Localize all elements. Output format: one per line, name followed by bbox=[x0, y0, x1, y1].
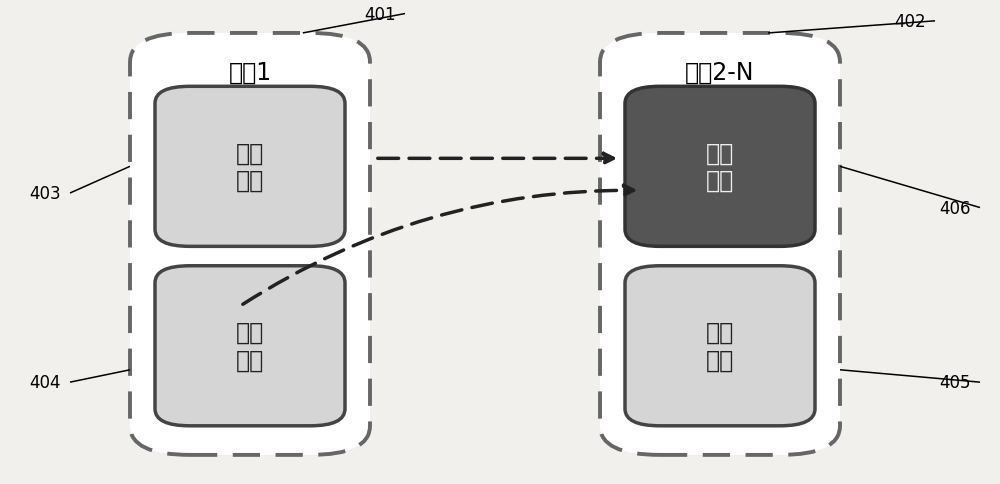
Text: 端口2-N: 端口2-N bbox=[685, 60, 755, 85]
FancyBboxPatch shape bbox=[155, 87, 345, 247]
Text: 403: 403 bbox=[29, 184, 61, 203]
Text: 406: 406 bbox=[939, 199, 971, 217]
Text: 401: 401 bbox=[364, 5, 396, 24]
Text: 传输
误差: 传输 误差 bbox=[236, 320, 264, 372]
FancyBboxPatch shape bbox=[130, 34, 370, 455]
Text: 402: 402 bbox=[894, 13, 926, 31]
FancyBboxPatch shape bbox=[600, 34, 840, 455]
Text: 405: 405 bbox=[939, 373, 971, 392]
FancyBboxPatch shape bbox=[625, 266, 815, 426]
Text: 404: 404 bbox=[29, 373, 61, 392]
FancyBboxPatch shape bbox=[155, 266, 345, 426]
Text: 端口1: 端口1 bbox=[228, 60, 272, 85]
Text: 传输
误差: 传输 误差 bbox=[706, 320, 734, 372]
Text: 反射
误差: 反射 误差 bbox=[706, 141, 734, 193]
Text: 反射
误差: 反射 误差 bbox=[236, 141, 264, 193]
FancyBboxPatch shape bbox=[625, 87, 815, 247]
